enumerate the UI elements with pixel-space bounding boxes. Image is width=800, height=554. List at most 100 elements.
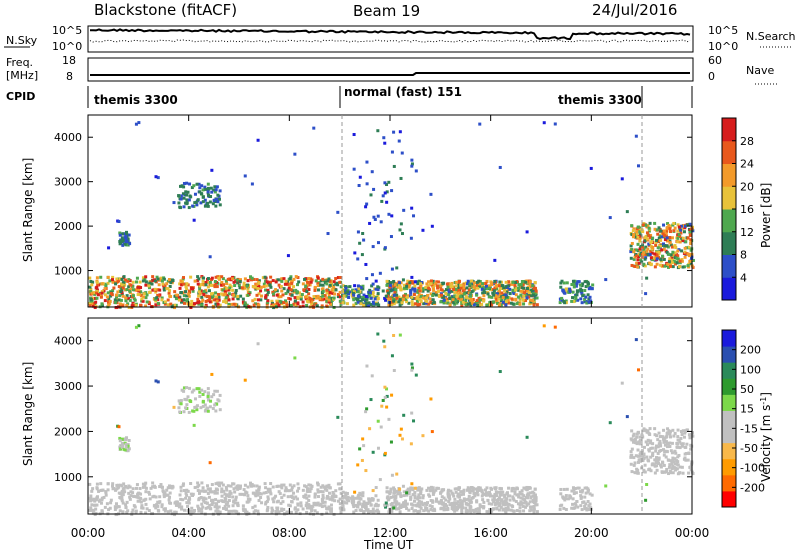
power-cell (125, 232, 129, 236)
velocity-cell (124, 437, 128, 441)
power-cell (364, 298, 368, 302)
velocity-cell (495, 494, 499, 498)
power-cell (96, 283, 100, 287)
power-cell (493, 279, 497, 283)
power-cell (339, 303, 343, 307)
power-cell (372, 187, 376, 191)
velocity-cell (667, 458, 671, 462)
power-colorbar-swatch (722, 118, 736, 142)
power-cell (368, 288, 372, 292)
power-cell (121, 238, 125, 242)
velocity-cell (213, 489, 217, 493)
power-cell (106, 275, 110, 279)
velocity-cell (411, 488, 415, 492)
power-cell (429, 279, 433, 283)
velocity-cell (368, 498, 372, 502)
velocity-cell (177, 399, 181, 403)
velocity-cell (656, 451, 660, 455)
velocity-cell (188, 399, 192, 403)
power-cell (689, 252, 693, 256)
velocity-cell (398, 487, 402, 491)
velocity-cell (493, 486, 497, 490)
power-cell (145, 300, 149, 304)
power-cell (439, 284, 443, 288)
power-cell (519, 283, 523, 287)
velocity-cell (280, 509, 284, 513)
power-cell (282, 277, 286, 281)
velocity-cell (443, 503, 447, 507)
velocity-cell (486, 499, 490, 503)
velocity-cell (296, 489, 300, 493)
power-cell (327, 277, 331, 281)
power-cell (112, 286, 116, 290)
velocity-colorbar-tick-label: 50 (740, 383, 754, 396)
velocity-cell (648, 441, 652, 445)
velocity-cell (658, 439, 662, 443)
velocity-cell (154, 506, 158, 510)
power-cell (236, 297, 240, 301)
velocity-cell (391, 495, 395, 499)
power-cell (367, 290, 371, 294)
power-cell (201, 276, 205, 280)
velocity-cell (246, 494, 250, 498)
power-cell (488, 284, 492, 288)
velocity-cell (288, 483, 292, 487)
velocity-cell (131, 487, 135, 491)
power-cell (683, 224, 687, 228)
velocity-cell (200, 502, 204, 506)
velocity-cell (427, 486, 431, 490)
power-cell (636, 242, 640, 246)
power-cell (414, 302, 418, 306)
power-cell (365, 160, 369, 164)
power-cell (206, 285, 210, 289)
velocity-cell (118, 439, 122, 443)
velocity-cell (361, 504, 365, 508)
power-cell (675, 256, 679, 260)
power-cell (370, 273, 374, 277)
power-cell (118, 294, 122, 298)
power-cell (352, 298, 356, 302)
power-cell (226, 294, 230, 298)
power-cell (339, 285, 343, 289)
velocity-cell (688, 434, 692, 438)
power-cell (233, 284, 237, 288)
power-cell (643, 239, 647, 243)
power-cell (499, 280, 503, 284)
power-cell (478, 280, 482, 284)
velocity-cell (341, 494, 345, 498)
power-cell (660, 248, 664, 252)
velocity-cell (216, 499, 220, 503)
velocity-cell (187, 496, 191, 500)
velocity-cell (376, 498, 380, 502)
velocity-cell (339, 491, 343, 495)
power-cell (121, 294, 125, 298)
velocity-cell (359, 508, 363, 512)
velocity-cell (526, 496, 530, 500)
velocity-cell (252, 510, 256, 514)
velocity-cell (579, 504, 583, 508)
velocity-cell (201, 400, 205, 404)
velocity-cell (638, 453, 642, 457)
velocity-cell (125, 436, 129, 440)
power-cell (334, 288, 338, 292)
velocity-cell (630, 429, 634, 433)
velocity-cell (410, 502, 414, 506)
power-cell (426, 289, 430, 293)
power-cell (252, 285, 256, 289)
power-cell (400, 301, 404, 305)
power-cell (275, 293, 279, 297)
velocity-cell (395, 507, 399, 511)
power-cell (176, 296, 180, 300)
power-cell (328, 283, 332, 287)
velocity-cell (529, 505, 533, 509)
power-cell (364, 262, 368, 266)
power-cell (472, 303, 476, 307)
power-cell (584, 285, 588, 289)
velocity-cell (523, 500, 527, 504)
power-cell (226, 277, 230, 281)
power-cell (661, 242, 665, 246)
velocity-cell (364, 469, 368, 473)
velocity-cell (664, 455, 668, 459)
velocity-cell (459, 493, 463, 497)
